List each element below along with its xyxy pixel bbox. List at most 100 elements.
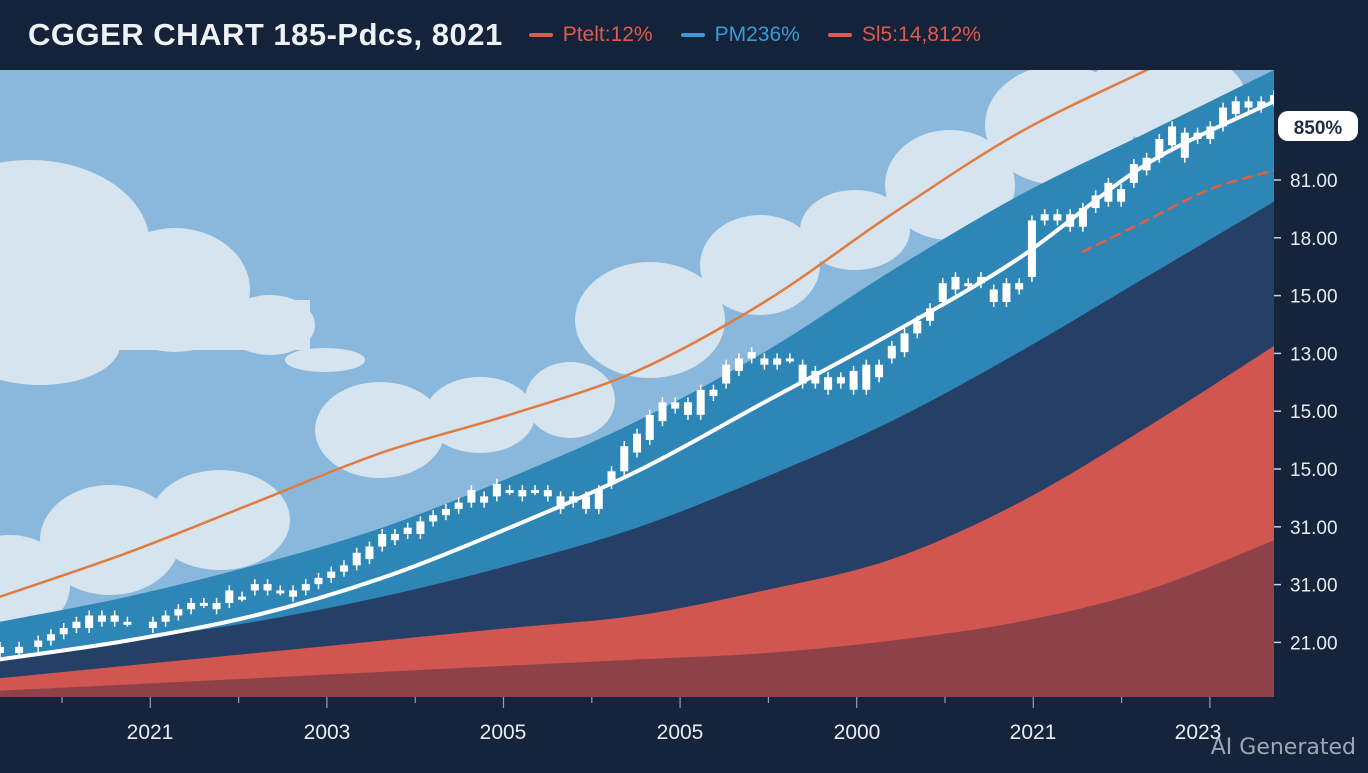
y-tick-label: 15.00 <box>1290 287 1338 308</box>
end-value-label: 850% <box>1294 118 1343 139</box>
end-value-badge: 850% <box>1278 111 1358 141</box>
watermark: AI Generated <box>1210 735 1356 760</box>
candle-body <box>683 402 692 415</box>
y-tick-label: 31.00 <box>1290 518 1338 539</box>
dashed-trend-line <box>1081 169 1274 254</box>
candle-body <box>15 646 24 654</box>
legend-label: Sl5:14,812% <box>861 23 981 46</box>
candle-body <box>696 389 705 415</box>
candle-body <box>1206 126 1215 139</box>
x-tick-label: 2023 <box>1175 721 1222 744</box>
x-tick-label: 2005 <box>480 721 527 744</box>
y-tick-label: 18.00 <box>1290 229 1338 250</box>
x-axis: 2021 2003 2005 2005 2000 2021 2023 <box>61 697 1222 744</box>
candle-body <box>1066 214 1075 227</box>
candle-body <box>1257 101 1266 108</box>
candle-body <box>289 590 298 597</box>
candle-body <box>1193 132 1202 139</box>
candle-body <box>964 283 973 287</box>
area-series <box>0 540 1274 697</box>
candle-body <box>1015 283 1024 290</box>
candle-body <box>492 483 501 497</box>
candle-body <box>862 364 871 390</box>
candle-body <box>59 628 68 635</box>
candle-body <box>938 283 947 302</box>
candle-body <box>148 621 157 629</box>
candle-body <box>887 345 896 359</box>
candle-body <box>607 471 616 484</box>
legend-swatch <box>680 33 705 37</box>
candle-body <box>709 389 718 397</box>
end-value-badge-box <box>1278 111 1358 141</box>
candle-body <box>1244 101 1253 108</box>
candle-body <box>1027 220 1036 277</box>
candle-body <box>250 584 259 591</box>
x-tick-label: 2021 <box>1010 721 1057 744</box>
candle-body <box>187 602 196 610</box>
candle-body <box>46 634 55 641</box>
candle-body <box>1117 189 1126 202</box>
candle-body <box>913 320 922 334</box>
candle-body <box>238 596 247 600</box>
y-axis: 81.00 18.00 15.00 13.00 15.00 15.00 31.00 31.00… <box>1274 171 1338 654</box>
candle-body <box>390 533 399 541</box>
candle-body <box>1104 182 1113 202</box>
candle-body <box>1040 214 1049 221</box>
candle-body <box>174 609 183 616</box>
legend-item: PM236% <box>680 23 800 47</box>
candle-body <box>582 496 591 509</box>
y-tick-label: 15.00 <box>1290 402 1338 423</box>
candle-body <box>811 370 820 384</box>
candle-body <box>1053 214 1062 221</box>
candle-body <box>441 508 450 516</box>
y-tick-label: 13.00 <box>1290 344 1338 365</box>
candle-body <box>798 364 807 384</box>
candle-body <box>454 502 463 509</box>
y-tick-label: 81.00 <box>1290 171 1338 192</box>
candle-body <box>645 414 654 440</box>
candle-body <box>34 640 43 647</box>
candle-body <box>97 615 106 622</box>
candle-body <box>849 370 858 390</box>
y-tick-label: 31.00 <box>1290 576 1338 597</box>
candle-body <box>212 602 221 610</box>
candle-body <box>263 584 272 591</box>
candlestick-layer <box>0 90 1274 659</box>
chart-header: CGGER CHART 185-Pdcs, 8021 Ptelt:12% PM2… <box>0 0 1368 70</box>
legend-swatch <box>528 33 553 37</box>
candle-body <box>1231 101 1240 114</box>
candle-body <box>480 496 489 503</box>
chart-title: CGGER CHART 185-Pdcs, 8021 <box>28 17 503 52</box>
candle-body <box>900 333 909 353</box>
candle-body <box>989 289 998 302</box>
candle-body <box>505 490 514 494</box>
candle-body <box>747 352 756 359</box>
candle-body <box>225 590 234 603</box>
x-tick-label: 2005 <box>657 721 704 744</box>
candle-body <box>1219 107 1228 127</box>
candle-body <box>199 602 208 606</box>
candle-body <box>926 308 935 321</box>
candle-body <box>339 565 348 572</box>
line-series <box>0 99 1274 662</box>
series-layer <box>0 70 1274 697</box>
candle-body <box>836 377 845 384</box>
candle-body <box>1270 95 1274 102</box>
candle-body <box>403 527 412 534</box>
candle-body <box>110 615 119 622</box>
y-tick-label: 21.00 <box>1290 633 1338 654</box>
candle-body <box>543 490 552 497</box>
candle-body <box>1091 195 1100 208</box>
legend-label: Ptelt:12% <box>562 23 653 46</box>
candle-body <box>467 490 476 503</box>
candle-body <box>123 621 132 625</box>
candle-body <box>671 402 680 409</box>
legend-swatch <box>827 33 852 37</box>
candle-body <box>785 358 794 362</box>
candle-body <box>72 621 81 629</box>
candle-body <box>161 615 170 622</box>
candle-body <box>416 521 425 534</box>
chart-legend: Ptelt:12% PM236% Sl5:14,812% <box>528 23 981 47</box>
